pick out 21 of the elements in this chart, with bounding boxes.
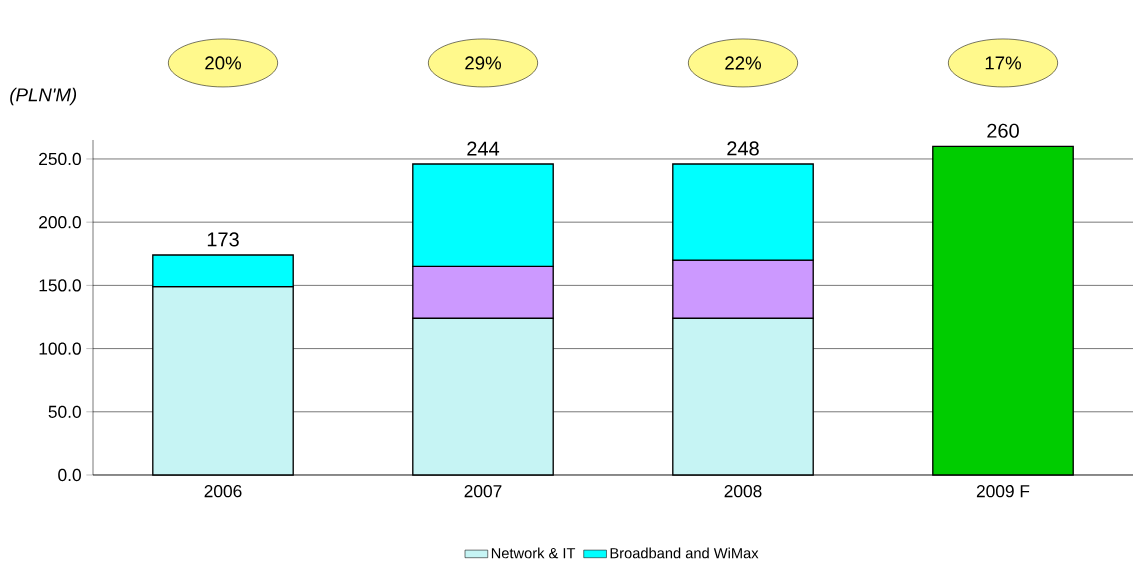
text: 29% [465,56,502,70]
text: 22% [725,56,762,70]
y-tick-label: 100.0 [39,342,81,355]
total-label: 260 [987,123,1019,138]
legend-label: Network & IT [491,547,576,559]
y-tick-label: 250.0 [39,152,81,166]
total-label: 173 [207,232,239,247]
y-tick-label: 50.0 [48,405,81,418]
x-tick-label: 2006 [204,485,242,498]
total-label: 248 [727,141,759,156]
x-tick-label: 2007 [464,485,502,498]
x-tick-label: 2008 [724,485,762,498]
text: 17% [985,56,1022,70]
text: 20% [205,56,242,70]
legend-label: Broadband and WiMax [610,547,759,559]
y-axis-title: (PLN'M) [10,87,77,106]
total-label: 244 [467,141,500,156]
y-tick-label: 0.0 [58,468,81,482]
x-tick-label: 2009 F [976,485,1030,498]
y-tick-label: 200.0 [39,216,81,229]
y-tick-label: 150.0 [39,279,81,292]
